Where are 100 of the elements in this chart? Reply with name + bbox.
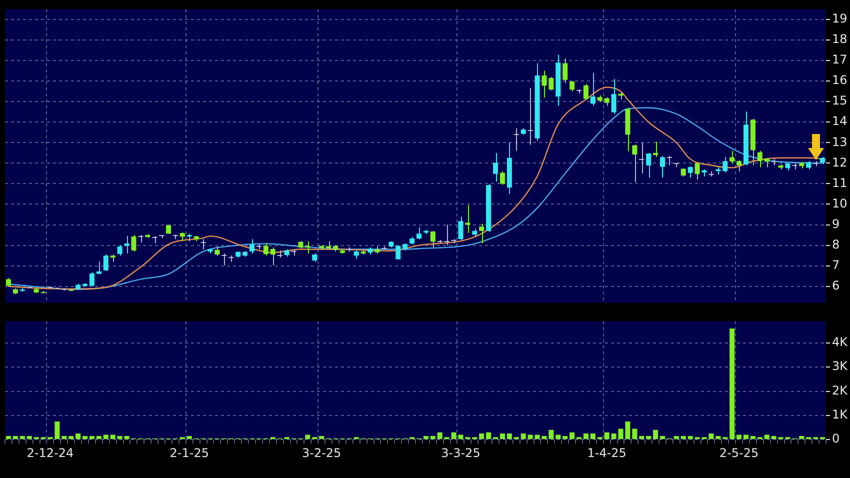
bar	[82, 436, 88, 440]
bar	[660, 436, 666, 440]
x-tick-label: 2-12-24	[26, 446, 74, 460]
bar	[430, 436, 436, 440]
y-tick-label: 1K	[832, 408, 849, 422]
candlestick	[646, 152, 652, 178]
candlestick	[562, 58, 568, 84]
candlestick	[694, 162, 700, 180]
y-tick-label: 17	[832, 52, 848, 67]
candlestick	[263, 242, 268, 256]
bar	[583, 434, 588, 440]
y-tick-label: 16	[832, 73, 848, 88]
y-tick-label: 12	[832, 155, 848, 170]
candlestick	[430, 230, 436, 248]
bar	[20, 436, 25, 440]
candlestick	[152, 236, 158, 244]
candlestick	[249, 238, 254, 254]
bar	[89, 436, 94, 440]
candlestick	[221, 253, 228, 266]
candlestick	[632, 144, 638, 183]
bar	[62, 436, 67, 440]
bar	[319, 436, 324, 440]
candlestick	[638, 142, 645, 174]
bar	[423, 436, 428, 440]
candlestick	[660, 156, 665, 178]
bar	[305, 434, 310, 440]
candlestick	[444, 224, 450, 246]
bar	[110, 434, 116, 440]
candlestick	[527, 88, 534, 146]
candlestick	[548, 76, 554, 91]
bar	[54, 421, 60, 440]
x-tick-label: 3-2-25	[302, 446, 342, 460]
candlestick	[583, 84, 588, 100]
y-tick-label: 0	[832, 432, 840, 446]
candlestick	[458, 216, 464, 241]
candlestick	[396, 244, 401, 260]
y-tick-label: 14	[832, 114, 848, 128]
bar	[639, 436, 644, 440]
candlestick	[611, 78, 616, 114]
candlestick	[500, 170, 505, 186]
bar	[500, 434, 505, 440]
candlestick	[764, 158, 770, 168]
y-tick-label: 11	[832, 176, 848, 190]
candlestick	[493, 152, 498, 182]
y-tick-label: 3K	[832, 359, 849, 374]
bar	[646, 436, 652, 440]
candlestick	[200, 238, 206, 250]
bar	[764, 434, 770, 440]
candlestick	[465, 204, 470, 234]
bar	[604, 432, 610, 440]
bar	[562, 436, 568, 440]
candlestick	[131, 234, 136, 252]
candlestick	[89, 272, 94, 287]
candlestick	[542, 70, 547, 98]
candlestick	[479, 223, 484, 244]
candlestick	[305, 240, 310, 254]
bar	[730, 328, 735, 440]
bar	[653, 430, 658, 440]
y-tick-label: 15	[832, 94, 848, 108]
bar	[103, 434, 108, 440]
candlestick	[103, 254, 108, 272]
bar	[743, 434, 748, 440]
candlestick	[270, 246, 276, 266]
bar	[556, 434, 561, 440]
x-tick-label: 2-5-25	[719, 446, 759, 460]
candlestick	[124, 235, 130, 254]
bar	[68, 436, 74, 440]
bar	[12, 436, 18, 440]
bar	[479, 434, 484, 440]
candlestick	[688, 166, 693, 178]
candlestick	[590, 72, 596, 106]
bar	[6, 436, 11, 440]
bar	[506, 434, 512, 440]
candlestick	[653, 141, 658, 158]
x-tick-label: 1-4-25	[587, 446, 626, 460]
y-tick-label: 19	[832, 12, 848, 26]
candlestick	[214, 246, 220, 256]
bar	[26, 436, 32, 440]
candlestick	[757, 150, 762, 168]
bar	[680, 436, 686, 440]
bar	[590, 434, 596, 440]
bar	[799, 436, 804, 440]
bar	[548, 430, 554, 440]
bar	[632, 428, 638, 440]
y-tick-label: 6	[832, 278, 840, 292]
bar	[570, 432, 575, 440]
bar	[186, 436, 192, 440]
bar	[716, 436, 721, 440]
candlestick	[730, 150, 735, 164]
bar	[771, 436, 776, 440]
candlestick	[416, 226, 422, 240]
candlestick	[570, 80, 575, 92]
bar	[688, 436, 693, 440]
x-tick-label: 2-1-25	[170, 446, 209, 460]
bar	[76, 434, 81, 440]
bar	[750, 436, 756, 440]
y-tick-label: 8	[832, 237, 840, 252]
y-tick-label: 18	[832, 32, 848, 46]
bar	[736, 434, 742, 440]
candlestick	[736, 160, 742, 172]
